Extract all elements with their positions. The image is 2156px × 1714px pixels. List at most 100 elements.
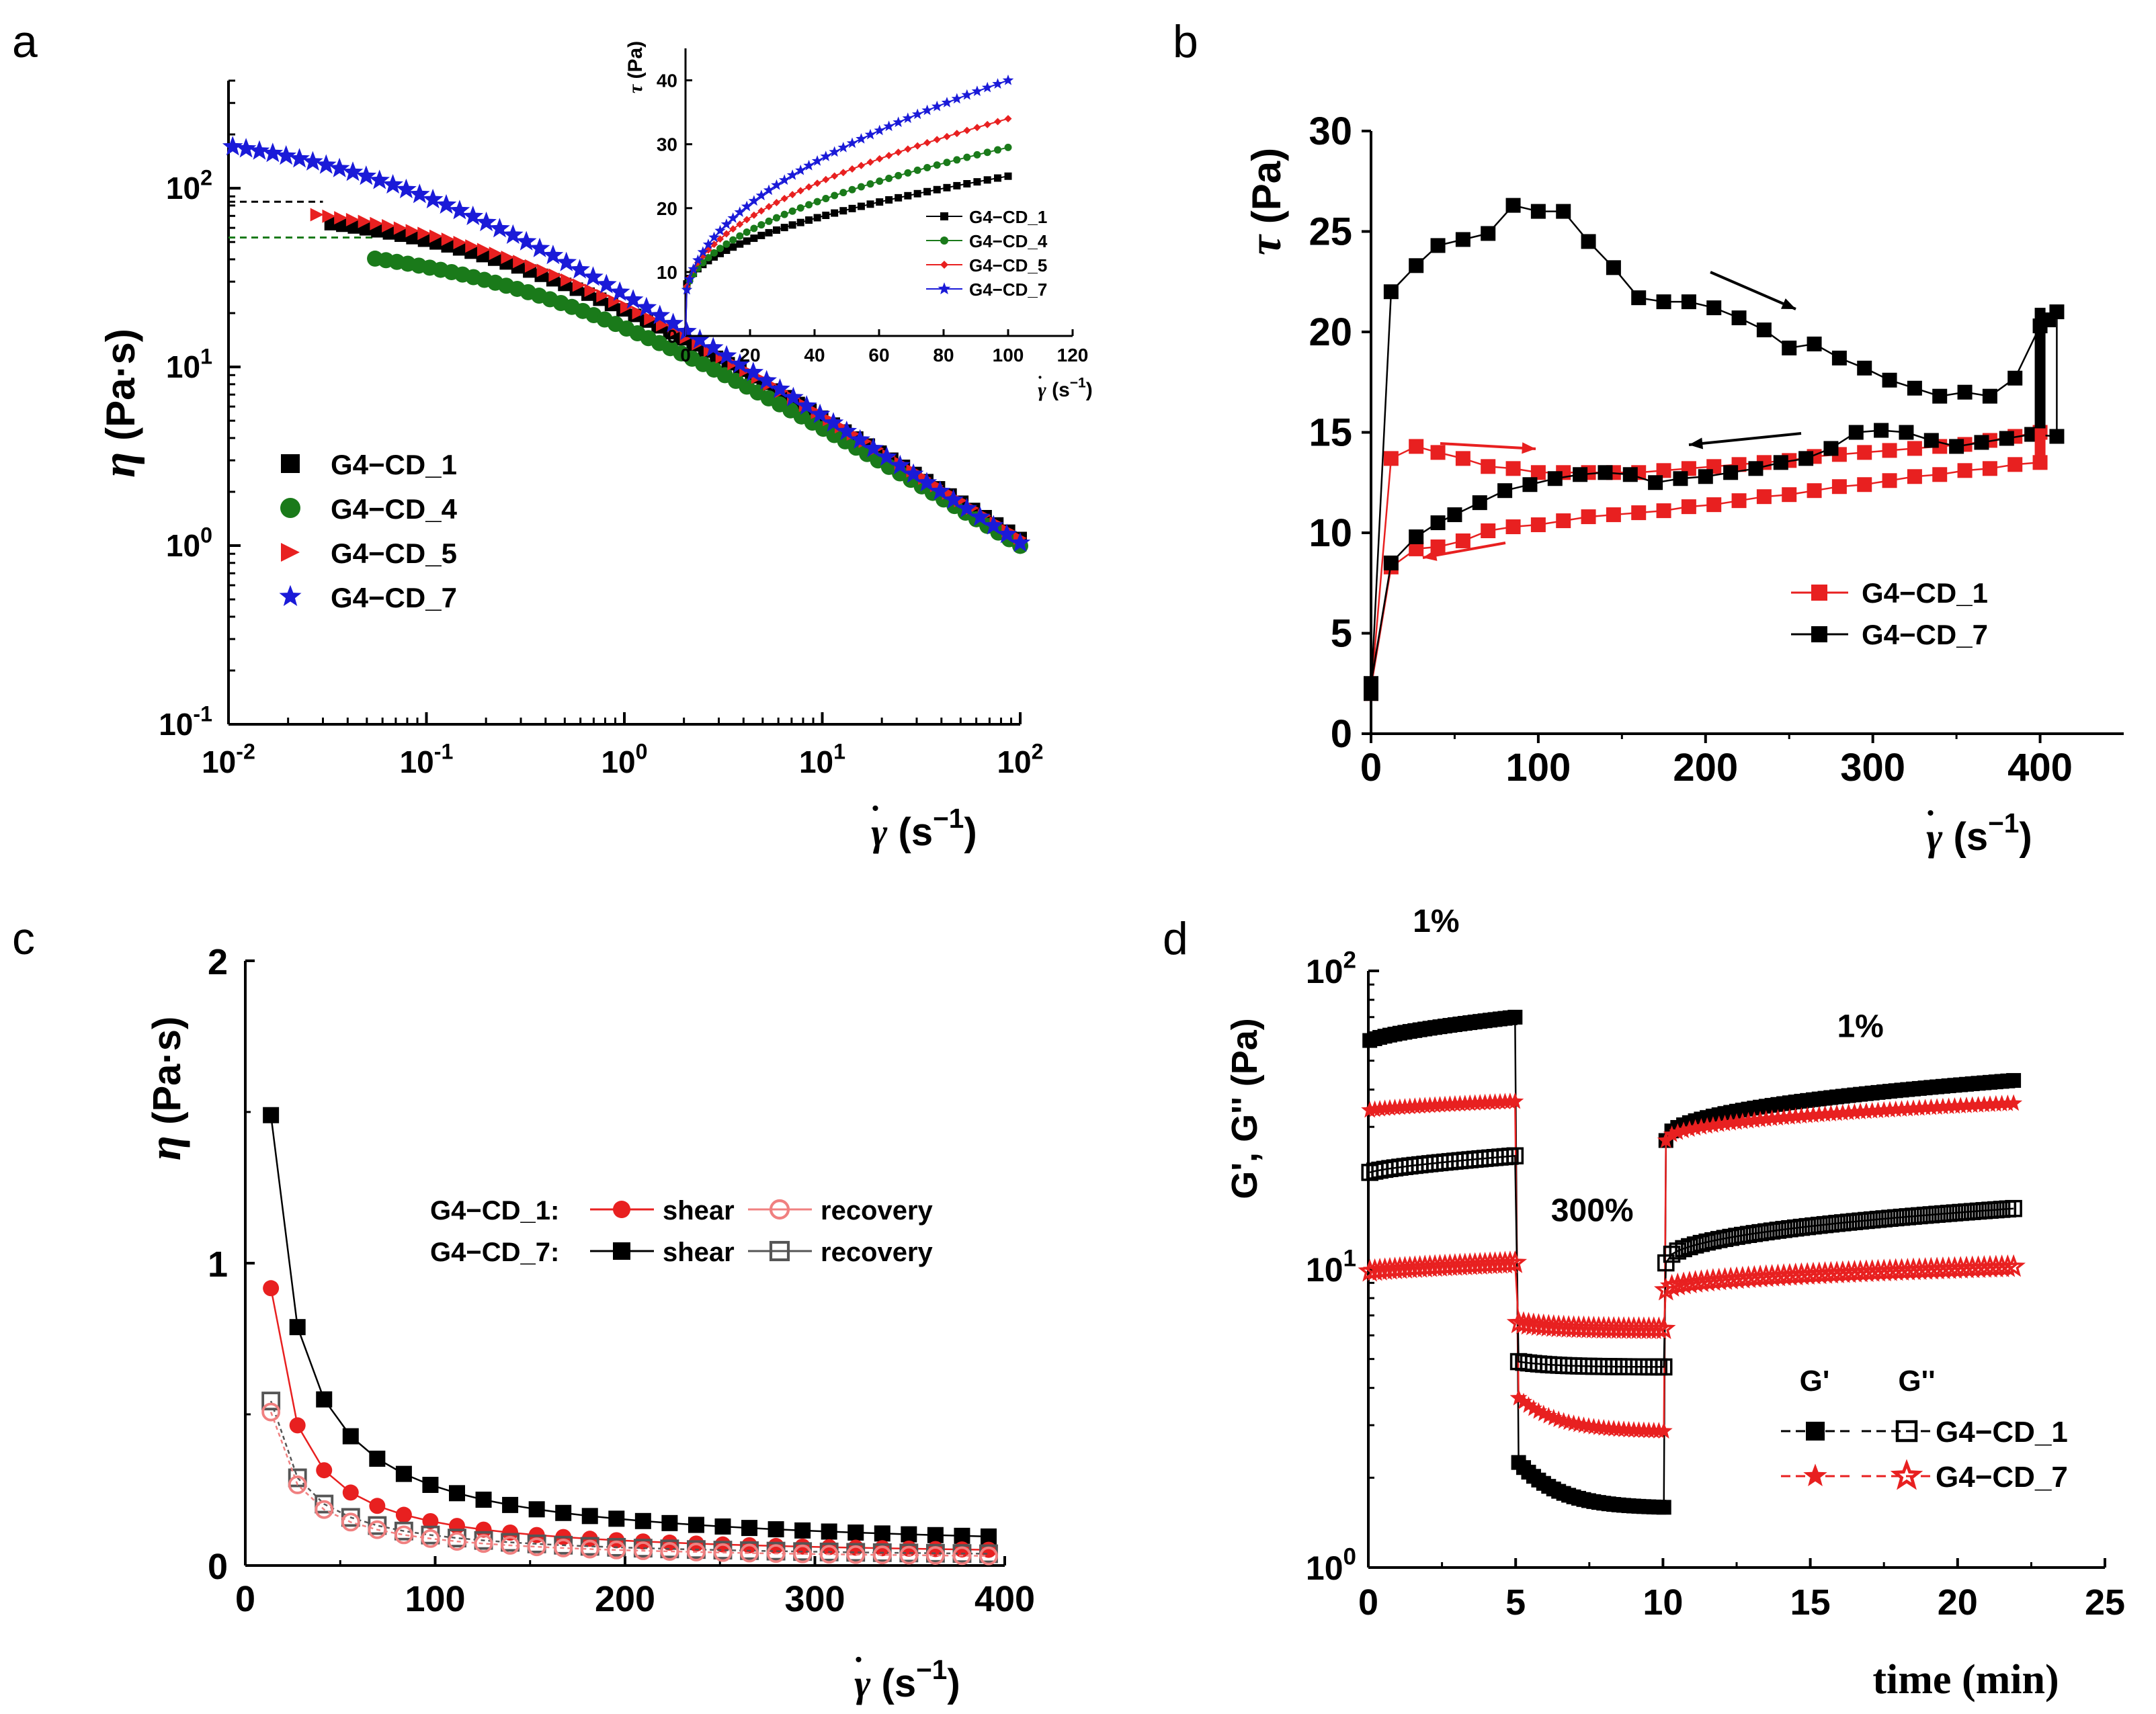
inset-point [857,202,865,210]
panel-d-point [2001,1254,2026,1277]
panel-d-point [1509,1389,1528,1406]
panel-c-series-line [270,1115,989,1538]
panel-d-point [1993,1095,2011,1112]
panel-b-point [1848,425,1864,440]
panel-b-point [1598,465,1613,480]
inset-point [923,187,931,196]
panel-a-point [622,289,644,309]
panel-a-point [572,278,586,292]
inset-point [786,169,798,180]
inset-x-tick-label: 60 [868,345,889,366]
panel-b-arrow-up-red [1440,442,1536,450]
panel-c-point [422,1512,439,1529]
panel-a-point [536,263,550,277]
panel-a-point [863,437,884,458]
inset-point [813,214,821,222]
panel-b-y-tick-label: 0 [1331,712,1352,756]
panel-b-point [1505,519,1521,535]
panel-c-point [581,1508,598,1525]
panel-d-point [1969,1096,1987,1113]
panel-a-point [235,138,257,158]
panel-c-point [714,1518,731,1535]
inset-point [788,207,796,215]
inset-point [757,221,765,229]
inset-point [963,153,971,161]
panel-b-point [1773,455,1788,470]
panel-b-arrow-down-black [1688,432,1802,446]
panel-c-point [261,1402,281,1422]
inset-point [963,180,971,188]
inset-point [885,196,893,204]
panel-d-legend-marker-open [1890,1459,1923,1490]
panel-a-point [310,208,324,222]
panel-a-point [489,218,510,238]
inset-point [796,187,804,195]
panel-d-point [1520,1396,1538,1413]
panel-b-point [1409,258,1424,273]
inset-point [1004,115,1012,123]
inset-point [857,183,865,191]
inset-point [893,116,904,128]
inset-legend-label: G4−CD_7 [969,280,1047,300]
inset-y-axis-label: τ (Pa) [624,41,647,93]
panel-c-point [713,1543,733,1562]
panel-a-point [334,211,348,225]
panel-b-arrow-down-black-head [1689,437,1704,449]
panel-a-point [382,219,396,233]
inset-point [710,249,718,257]
panel-b-point [1383,555,1399,570]
panel-c-point [341,1512,360,1532]
panel-d-point [1739,1111,1757,1129]
panel-c-plot-area: 0 100 200 300 400 0 1 2 γ (s−1) η (Pa·s) [139,942,1035,1705]
panel-b-point [1430,238,1446,253]
panel-b-arrow-down-red-head [1423,549,1438,561]
panel-b-point [1907,441,1922,456]
inset-point [720,218,733,229]
panel-a-point [596,273,617,294]
panel-a-point [956,497,977,517]
panel-b-point [1530,465,1546,480]
panel-b-y-tick-label: 5 [1331,612,1352,656]
panel-c-point [501,1536,520,1555]
panel-c-legend-group: G4−CD_1: [430,1196,559,1226]
panel-d-point [1905,1099,1922,1117]
inset-point [885,174,893,182]
inset-point [953,181,961,189]
panel-d-point [1769,1109,1787,1126]
inset-point [729,236,737,244]
panel-a-point [322,209,336,223]
panel-d-point [1698,1117,1716,1134]
panel-b-legend-label: G4−CD_7 [1862,619,1988,650]
panel-b-point [1530,204,1546,219]
panel-a-point [515,230,537,251]
panel-c: c 0 100 200 300 400 0 1 2 γ (s−1) η (Pa·s) G4−CD_… [12,913,1035,1705]
panel-a-series-3 [222,136,1031,552]
inset-point [722,240,731,248]
panel-d-point [1686,1236,1704,1254]
panel-b-point [1731,493,1747,509]
inset-point [931,100,943,112]
panel-a-x-tick-label: 101 [799,739,845,779]
panel-c-point [899,1545,919,1565]
inset-x-tick-label: 40 [804,345,825,366]
panel-b-point [1364,676,1378,691]
inset-y-tick-label: 10 [657,262,677,283]
inset-x-tick-label: 100 [993,345,1024,366]
panel-a-point [796,395,817,415]
panel-d-plot-area: 0 5 10 15 20 25 100 101 102 time (min) G', G'' (Pa… [1225,904,2125,1703]
panel-d-point [1833,1104,1852,1121]
panel-a-point [476,211,497,232]
panel-d: d 0 5 10 15 20 25 100 101 102 time (min) G', G'' (… [1163,904,2125,1703]
inset-point [729,225,737,233]
panel-a-point [836,421,858,441]
panel-d-point [1525,1399,1542,1416]
panel-d-letter: d [1163,913,1188,964]
inset-point [973,178,981,186]
inset-point [822,195,830,203]
panel-a-inset: 0 20 40 60 80 100 120 0 10 20 30 40 τ (Pa) γ (s−1) G4−… [624,41,1093,401]
panel-a-point [756,370,777,390]
panel-b-arrow-down-red [1422,542,1506,559]
inset-point [941,97,953,108]
panel-b-point [1409,439,1424,454]
